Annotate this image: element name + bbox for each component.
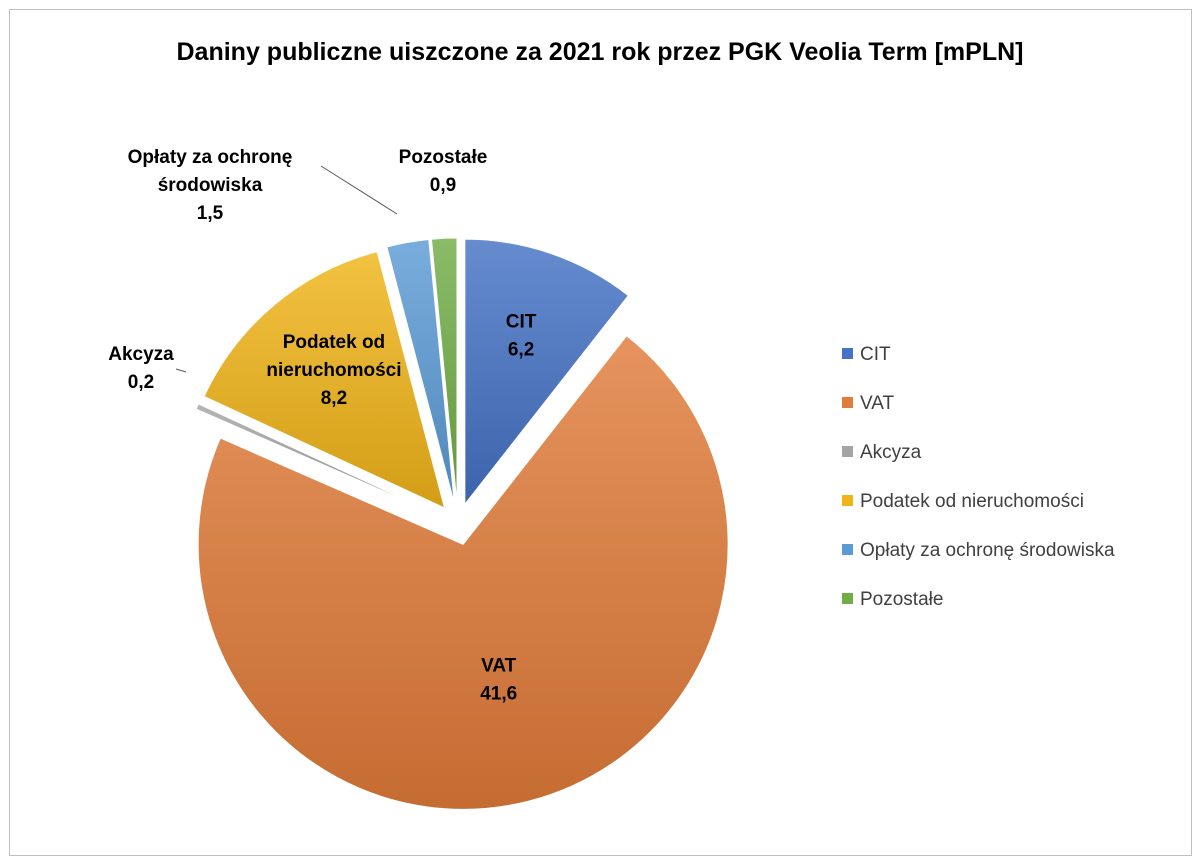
leader-line-oplaty-za-ochrone-srodowiska	[320, 165, 398, 215]
leader-lines	[175, 165, 398, 373]
legend-swatch	[842, 446, 853, 457]
data-label-akcyza: Akcyza 0,2	[108, 344, 174, 393]
legend-item-akcyza: Akcyza	[842, 442, 922, 463]
legend-item-podatek-od-nieruchomosci: Podatek od nieruchomości	[842, 491, 1084, 512]
legend-swatch	[842, 495, 853, 506]
legend-swatch	[842, 348, 853, 359]
data-label-cit: CIT 6,2	[506, 311, 537, 360]
legend-item-cit: CIT	[842, 344, 891, 365]
legend-label: Podatek od nieruchomości	[860, 491, 1084, 512]
chart-area	[9, 9, 1192, 856]
data-label-vat: VAT 41,6	[480, 656, 517, 705]
pie-slice-pozostale	[430, 237, 458, 504]
legend-label: CIT	[860, 344, 891, 365]
legend-swatch	[842, 397, 853, 408]
legend-label: Akcyza	[860, 442, 922, 463]
pie-slice-akcyza	[195, 403, 440, 516]
legend-item-oplaty-za-ochrone-srodowiska: Opłaty za ochronę środowiska	[842, 540, 1115, 561]
legend-item-pozostale: Pozostałe	[842, 589, 943, 610]
legend-swatch	[842, 593, 853, 604]
legend-item-vat: VAT	[842, 393, 895, 414]
legend-label: Pozostałe	[860, 589, 943, 610]
legend-swatch	[842, 544, 853, 555]
pie-slices	[195, 237, 729, 810]
data-label-oplaty-za-ochrone-srodowiska: Opłaty za ochronę środowiska 1,5	[128, 147, 293, 224]
data-labels: CIT 6,2 VAT 41,6 Akcyza 0,2 Podatek od nierucho…	[108, 147, 537, 705]
data-label-podatek-od-nieruchomosci: Podatek od nieruchomości 8,2	[266, 332, 401, 409]
data-label-pozostale: Pozostałe 0,9	[399, 147, 488, 196]
chart-title: Daniny publiczne uiszczone za 2021 rok p…	[177, 38, 1024, 66]
pie-slice-podatek-od-nieruchomosci	[203, 251, 446, 509]
legend-label: Opłaty za ochronę środowiska	[860, 540, 1115, 561]
legend-label: VAT	[860, 393, 895, 414]
pie-slice-oplaty-za-ochrone-srodowiska	[386, 239, 455, 504]
legend: CIT VAT Akcyza Podatek od nieruchomości Opła…	[842, 344, 1115, 610]
pie-slice-vat	[197, 335, 729, 810]
leader-line-akcyza	[175, 368, 187, 373]
pie-slice-cit	[464, 238, 630, 506]
